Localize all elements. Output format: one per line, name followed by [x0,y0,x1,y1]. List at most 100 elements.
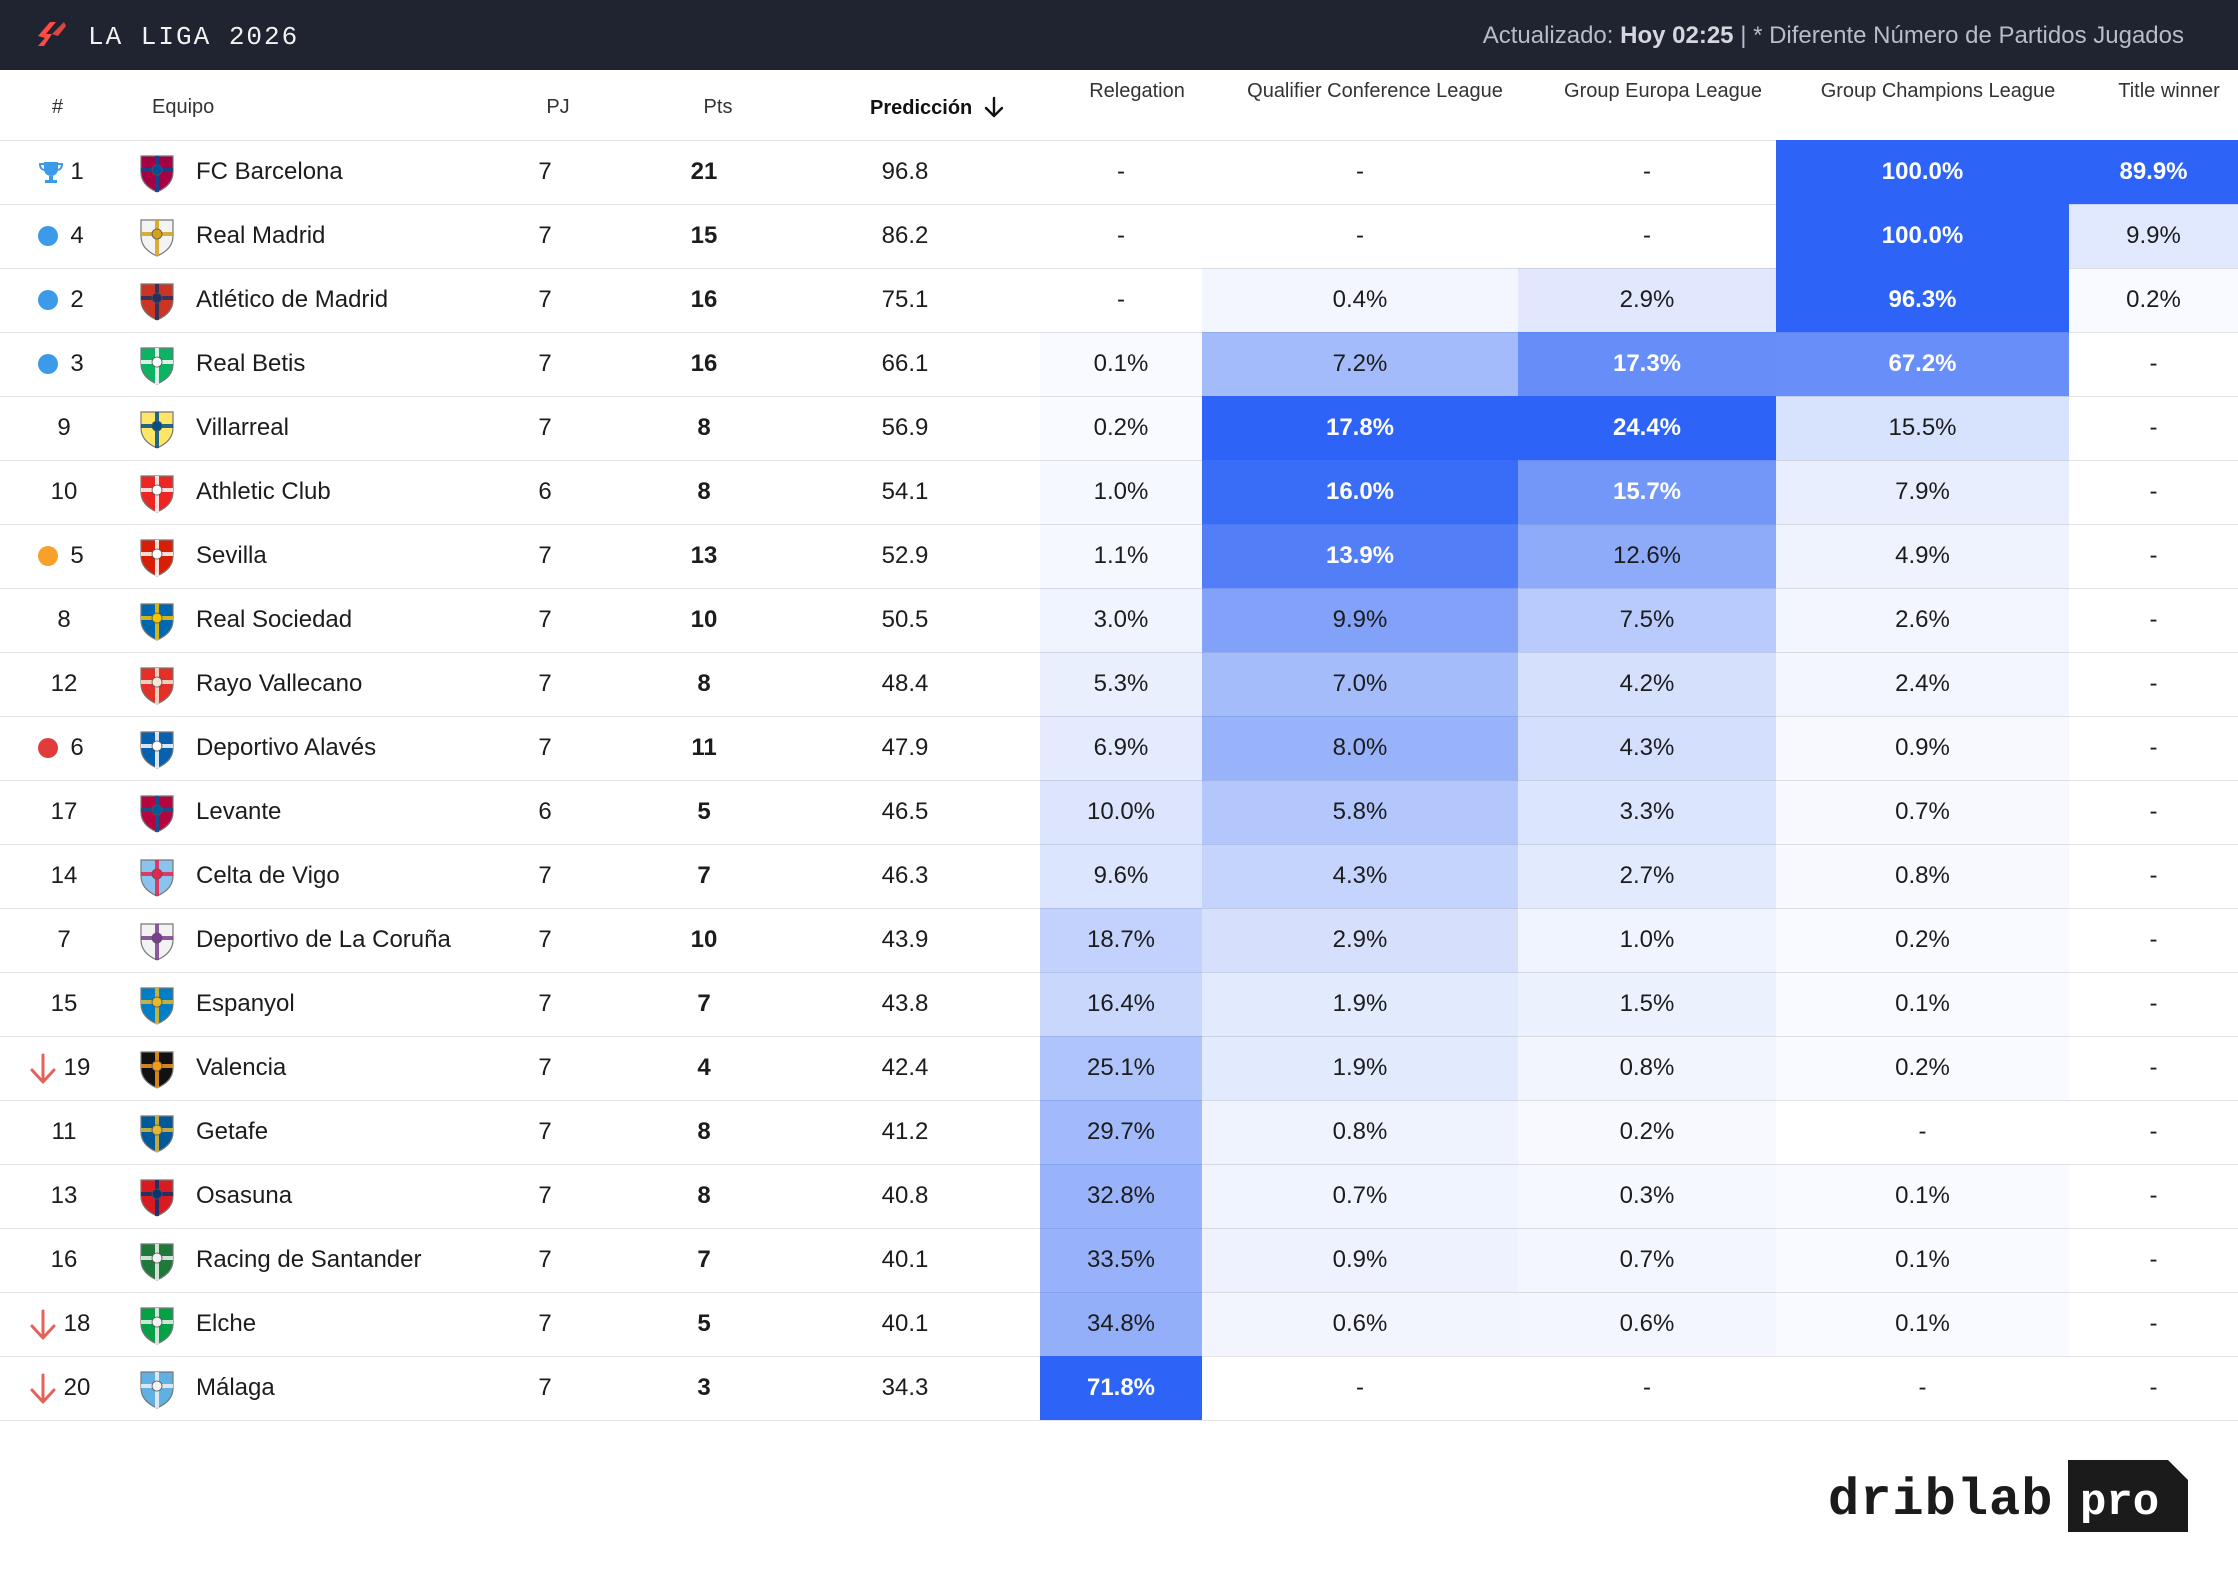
team-name[interactable]: Real Madrid [196,222,326,249]
header-team[interactable]: Equipo [152,96,215,118]
points: 5 [697,798,711,825]
table-row[interactable]: 18.7% 2.9% 1.0% 0.2% - 7 Deportivo de La Coruñ… [0,908,2238,973]
rank: 6 [70,734,84,761]
title-probability-cell: - [2149,926,2158,953]
header-champions[interactable]: Group Champions League [1820,80,2056,102]
team-name[interactable]: Rayo Vallecano [196,670,363,697]
ucl-probability-cell: 0.1% [1776,1292,2069,1356]
top-bar: LA LIGA 2026 Actualizado: Hoy 02:25 | * … [0,0,2238,70]
club-crest-icon [140,667,174,705]
brand-tag-box [2068,1460,2188,1532]
played: 7 [538,1374,552,1401]
table-row[interactable]: - 0.4% 2.9% 96.3% 0.2% 2 Atlético de Madrid 7 16… [0,268,2238,333]
table-row[interactable]: 32.8% 0.7% 0.3% 0.1% - 13 Osasuna 7 8 40.8 [0,1164,2238,1229]
prediction: 75.1 [881,286,929,313]
team-name[interactable]: Athletic Club [196,478,331,505]
team-name[interactable]: FC Barcelona [196,158,343,185]
points: 4 [697,1054,711,1081]
rel-probability-cell: 0.1% [1040,332,1202,396]
rank: 5 [70,542,84,569]
table-row[interactable]: 0.2% 17.8% 24.4% 15.5% - 9 Villarreal 7 8 56.9 [0,396,2238,461]
header-conference[interactable]: Qualifier Conference League [1247,80,1503,102]
team-name[interactable]: Real Sociedad [196,606,353,633]
title-probability-cell: - [2149,670,2158,697]
eur-probability-cell: 4.3% [1518,716,1776,780]
rel-probability-cell: 71.8% [1040,1356,1202,1420]
club-crest-icon [140,539,174,577]
table-row[interactable]: 33.5% 0.9% 0.7% 0.1% - 16 Racing de Santander 7… [0,1228,2238,1293]
rel-probability-cell: 32.8% [1040,1164,1202,1228]
header-played[interactable]: PJ [546,96,570,118]
prediction: 41.2 [881,1118,929,1145]
table-row[interactable]: 5.3% 7.0% 4.2% 2.4% - 12 Rayo Vallecano 7 8 48.4 [0,652,2238,717]
points: 10 [690,606,718,633]
rel-probability-cell: 29.7% [1040,1100,1202,1164]
title-probability-cell: - [2149,542,2158,569]
team-name[interactable]: Levante [196,798,282,825]
team-name[interactable]: Osasuna [196,1182,293,1209]
team-name[interactable]: Elche [196,1310,257,1337]
rel-probability-cell: 34.8% [1040,1292,1202,1356]
team-name[interactable]: Sevilla [196,542,267,569]
prediction: 56.9 [881,414,929,441]
team-name[interactable]: Espanyol [196,990,295,1017]
rank: 1 [70,158,84,185]
played: 6 [538,478,552,505]
table-row[interactable]: 1.0% 16.0% 15.7% 7.9% - 10 Athletic Club 6 8 54.1 [0,460,2238,525]
team-name[interactable]: Málaga [196,1374,275,1401]
table-row[interactable]: 10.0% 5.8% 3.3% 0.7% - 17 Levante 6 5 46.5 [0,780,2238,845]
table-row[interactable]: 25.1% 1.9% 0.8% 0.2% - 19 Valencia 7 4 42.4 [0,1036,2238,1101]
eur-probability-cell: - [1643,222,1651,249]
prediction: 40.1 [881,1246,929,1273]
team-name[interactable]: Celta de Vigo [196,862,340,889]
table-row[interactable]: - - - 100.0% 89.9% 1 FC Barcelona 7 21 96.8 [0,140,2238,205]
team-name[interactable]: Atlético de Madrid [196,286,389,313]
eur-probability-cell: 17.3% [1518,332,1776,396]
prediction: 43.9 [881,926,929,953]
conf-probability-cell: 17.8% [1202,396,1518,460]
team-name[interactable]: Getafe [196,1118,269,1145]
table-row[interactable]: 0.1% 7.2% 17.3% 67.2% - 3 Real Betis 7 16 66.1 [0,332,2238,397]
conf-probability-cell: 4.3% [1202,844,1518,908]
conf-probability-cell: 5.8% [1202,780,1518,844]
table-row[interactable]: 3.0% 9.9% 7.5% 2.6% - 8 Real Sociedad 7 10 50.5 [0,588,2238,653]
conf-probability-cell: 0.9% [1202,1228,1518,1292]
rank: 14 [50,862,78,889]
ucl-probability-cell: 0.9% [1776,716,2069,780]
header-relegation[interactable]: Relegation [1089,80,1185,102]
team-name[interactable]: Valencia [196,1054,287,1081]
club-crest-icon [140,347,174,385]
rank: 12 [50,670,78,697]
eur-probability-cell: 3.3% [1518,780,1776,844]
ucl-probability-cell: 2.4% [1776,652,2069,716]
ucl-probability-cell: 0.8% [1776,844,2069,908]
prediction: 96.8 [881,158,929,185]
team-name[interactable]: Deportivo de La Coruña [196,926,451,953]
eur-probability-cell: 4.2% [1518,652,1776,716]
club-crest-icon [140,1307,174,1345]
team-name[interactable]: Villarreal [196,414,289,441]
table-row[interactable]: 34.8% 0.6% 0.6% 0.1% -18 Elche 7 5 40.1 [0,1292,2238,1357]
table-row[interactable]: 1.1% 13.9% 12.6% 4.9% - 5 Sevilla 7 13 52.9 [0,524,2238,589]
table-row[interactable]: - - - 100.0% 9.9% 4 Real Madrid 7 15 86.2 [0,204,2238,269]
table-row[interactable]: 9.6% 4.3% 2.7% 0.8% - 14 Celta de Vigo 7 7 46.3 [0,844,2238,909]
header-title-winner[interactable]: Title winner [2118,80,2220,102]
table-row[interactable]: 16.4% 1.9% 1.5% 0.1% - 15 Espanyol 7 7 43.8 [0,972,2238,1037]
header-prediction[interactable]: Predicción [870,96,1006,120]
update-status: Actualizado: Hoy 02:25 | * Diferente Núm… [1483,22,2184,50]
header-points[interactable]: Pts [703,96,733,118]
table-row[interactable]: 6.9% 8.0% 4.3% 0.9% - 6 Deportivo Alavés 7 11 47.… [0,716,2238,781]
red-status-dot [38,738,58,758]
header-europa[interactable]: Group Europa League [1564,80,1762,102]
eur-probability-cell: 24.4% [1518,396,1776,460]
ucl-probability-cell: 0.1% [1776,1228,2069,1292]
driblab-pro-logo: driblab pro [1828,1460,2188,1532]
table-row[interactable]: 29.7% 0.8% 0.2% - - 11 Getafe 7 8 41.2 [0,1100,2238,1165]
played: 7 [538,414,552,441]
table-row[interactable]: 71.8% - - - - 20 Málaga 7 3 34.3 [0,1356,2238,1421]
team-name[interactable]: Deportivo Alavés [196,734,377,761]
conf-probability-cell: 0.6% [1202,1292,1518,1356]
team-name[interactable]: Real Betis [196,350,306,377]
team-name[interactable]: Racing de Santander [196,1246,422,1273]
blue-status-dot [38,354,58,374]
